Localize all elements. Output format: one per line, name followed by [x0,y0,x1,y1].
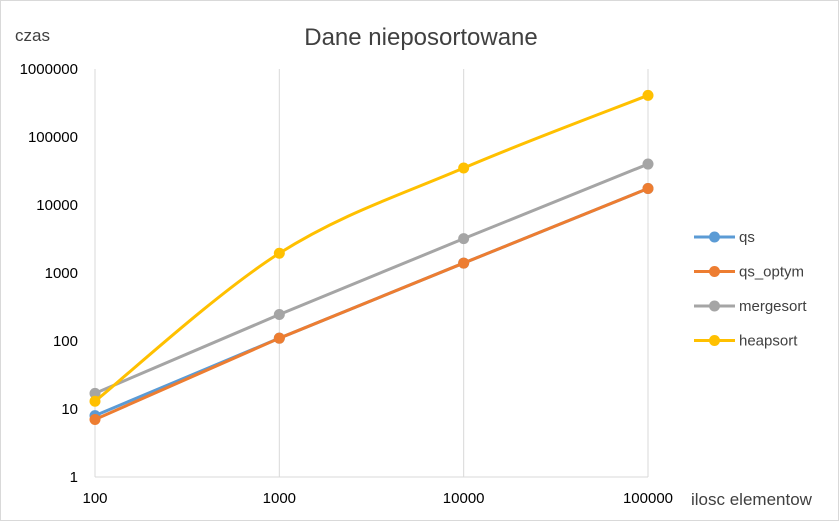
data-point-qs_optym-0 [89,414,101,426]
grid-lines [94,69,649,478]
legend-marker-qs_optym [709,266,720,277]
series-line-heapsort [93,93,650,403]
legend-label-qs_optym: qs_optym [739,264,804,281]
series-line-mergesort [93,162,650,395]
legend-marker-qs [709,231,720,243]
data-point-mergesort-1 [273,309,285,321]
data-point-qs_optym-3 [642,182,654,194]
legend: qs qs_optym mergesort heapsort [694,229,807,350]
legend-label-qs: qs [739,229,755,246]
data-point-mergesort-3 [642,158,654,170]
y-tick-label: 1000 [45,265,78,282]
series-layer [89,89,654,426]
x-tick-label: 10000 [443,490,485,507]
axis-ticks: 1 10 100 1000 10000 100000 1000000 100 1000 10000… [20,61,673,507]
data-point-mergesort-0 [89,387,101,399]
legend-marker-heapsort [709,335,720,346]
data-point-heapsort-1 [273,247,285,259]
y-tick-label: 1000000 [20,61,78,78]
x-tick-label: 1000 [263,490,296,507]
y-tick-label: 10 [61,401,78,418]
legend-marker-mergesort [709,300,720,312]
data-point-heapsort-0 [89,395,101,407]
data-point-mergesort-2 [458,233,470,245]
x-tick-label: 100000 [623,490,673,507]
y-axis-label: czas [15,26,50,45]
data-point-qs_optym-1 [273,332,285,344]
data-point-heapsort-2 [458,162,470,174]
y-tick-label: 10000 [36,197,78,214]
data-point-qs_optym-2 [458,257,470,269]
x-tick-label: 100 [82,490,107,507]
chart-title: Dane nieposortowane [304,24,538,51]
data-point-heapsort-3 [642,89,654,101]
y-tick-label: 100000 [28,129,78,146]
x-axis-label: ilosc elementow [691,490,813,509]
legend-label-heapsort: heapsort [739,333,798,350]
y-tick-label: 1 [70,469,78,486]
series-line-qs_optym [93,186,650,422]
legend-label-mergesort: mergesort [739,298,807,315]
y-tick-label: 100 [53,333,78,350]
